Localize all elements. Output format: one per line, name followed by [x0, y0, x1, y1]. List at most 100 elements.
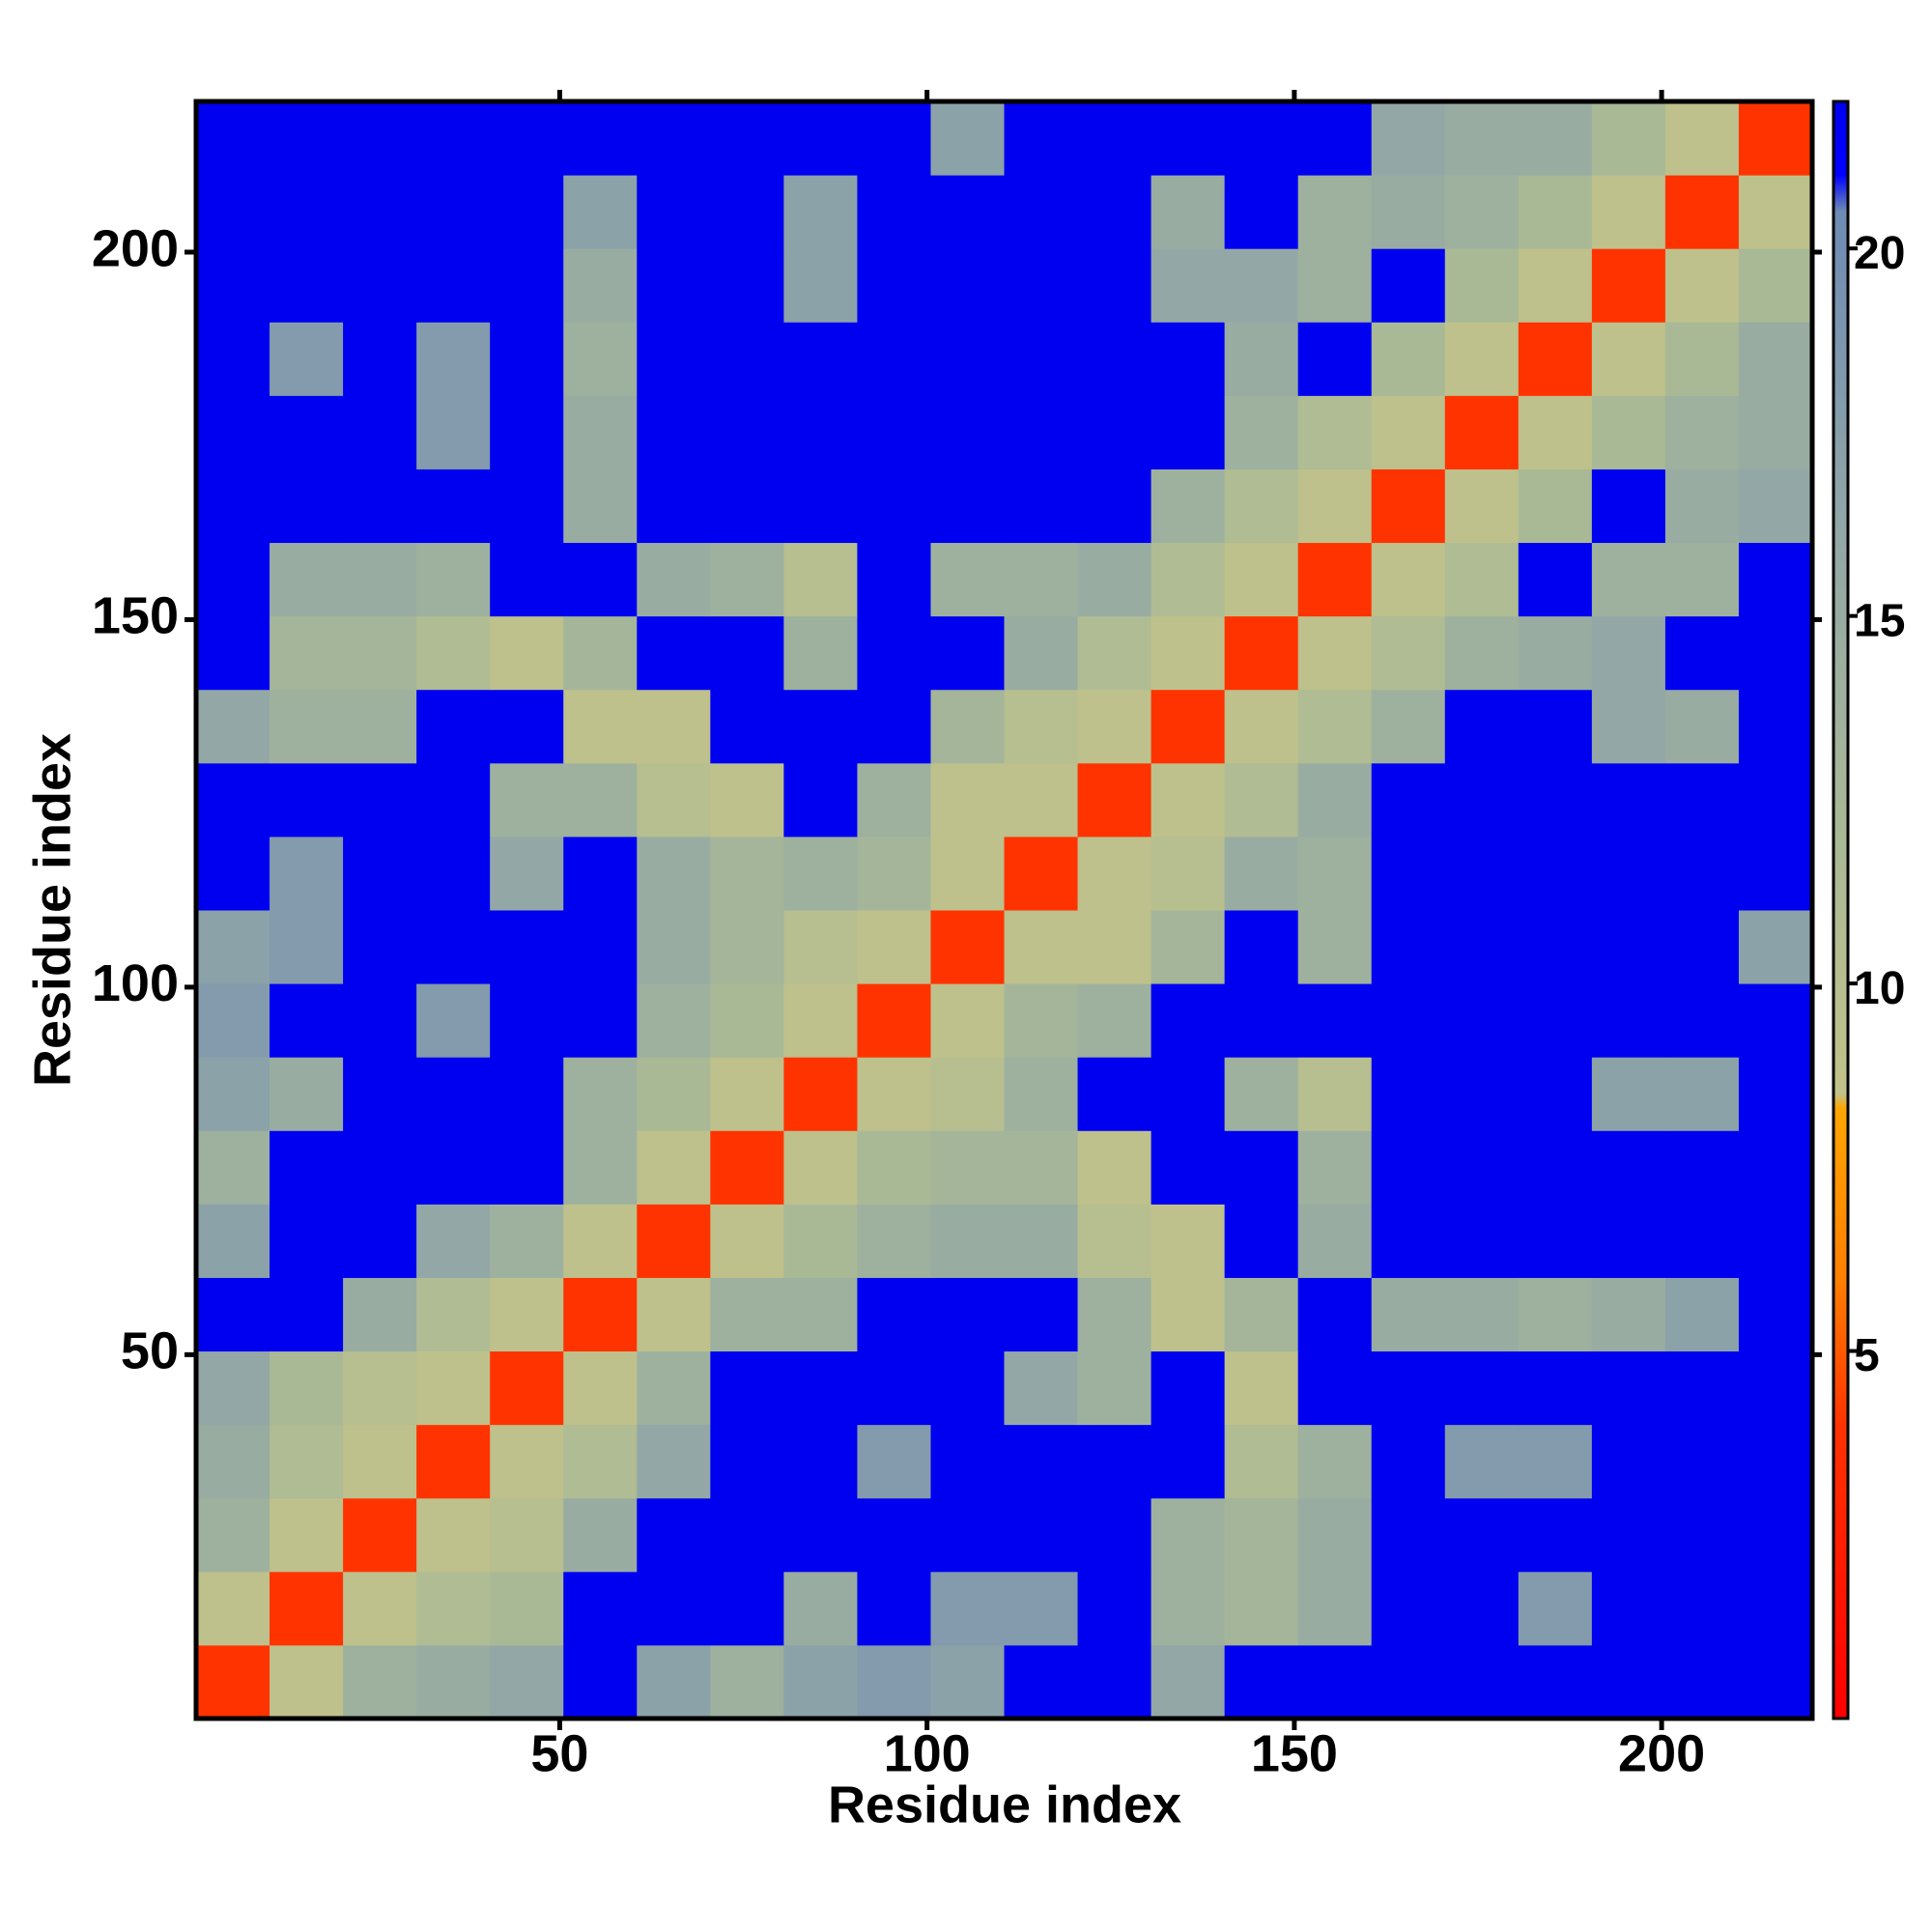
- heatmap-cell: [1224, 175, 1299, 249]
- heatmap-cell: [1738, 1130, 1813, 1205]
- heatmap-cell: [1004, 1277, 1079, 1352]
- heatmap-cell: [563, 1277, 638, 1352]
- heatmap-cell: [343, 1204, 417, 1278]
- heatmap-cell: [783, 469, 858, 544]
- heatmap-cell: [1738, 1424, 1813, 1499]
- heatmap-cell: [196, 395, 270, 469]
- heatmap-cell: [783, 1277, 858, 1352]
- heatmap-cell: [1297, 175, 1373, 249]
- heatmap-cell: [1077, 1424, 1152, 1499]
- heatmap-cell: [857, 615, 931, 691]
- heatmap-cell: [1444, 1644, 1520, 1719]
- heatmap-cell: [783, 1204, 858, 1278]
- heatmap-cell: [710, 910, 784, 984]
- heatmap-cell: [1664, 1350, 1740, 1426]
- heatmap-cell: [637, 395, 711, 469]
- heatmap-cell: [857, 1497, 931, 1573]
- heatmap-cell: [1077, 1204, 1152, 1278]
- heatmap-cell: [270, 101, 344, 176]
- heatmap-cell: [1077, 836, 1152, 911]
- heatmap-cell: [1591, 248, 1666, 323]
- heatmap-cell: [1591, 1571, 1666, 1646]
- heatmap-cell: [930, 910, 1005, 984]
- heatmap-cell: [1077, 615, 1152, 691]
- heatmap-cell: [416, 1644, 491, 1719]
- heatmap-cell: [930, 689, 1005, 764]
- heatmap-cell: [783, 1350, 858, 1426]
- heatmap-cell: [710, 983, 784, 1058]
- heatmap-cell: [1077, 469, 1152, 544]
- heatmap-cell: [637, 1424, 711, 1499]
- heatmap-cell: [1664, 542, 1740, 617]
- heatmap-cell: [1738, 1497, 1813, 1573]
- heatmap-cell: [1444, 1350, 1520, 1426]
- heatmap-cell: [1371, 542, 1446, 617]
- heatmap-cell: [783, 1571, 858, 1646]
- heatmap-cell: [1591, 1350, 1666, 1426]
- heatmap-cell: [857, 469, 931, 544]
- heatmap-cell: [1297, 1350, 1373, 1426]
- heatmap-cell: [343, 910, 417, 984]
- heatmap-cell: [1004, 395, 1079, 469]
- y-tick-label: 100: [92, 954, 179, 1012]
- heatmap-cell: [1004, 689, 1079, 764]
- x-tick-label: 150: [1251, 1724, 1338, 1782]
- heatmap-cell: [637, 248, 711, 323]
- heatmap-cell: [270, 1497, 344, 1573]
- heatmap-cell: [490, 1130, 564, 1205]
- heatmap-cell: [1077, 1497, 1152, 1573]
- heatmap-cell: [1371, 248, 1446, 323]
- heatmap-cell: [637, 101, 711, 176]
- heatmap-cell: [783, 395, 858, 469]
- heatmap-cell: [1224, 689, 1299, 764]
- heatmap-cell: [490, 1277, 564, 1352]
- heatmap-cell: [1518, 983, 1593, 1058]
- heatmap-cell: [1224, 395, 1299, 469]
- heatmap-cell: [1664, 101, 1740, 176]
- heatmap-cell: [857, 910, 931, 984]
- heatmap-cell: [1518, 1644, 1593, 1719]
- heatmap-cell: [1297, 1057, 1373, 1131]
- colorbar-tick-label: 15: [1854, 595, 1905, 646]
- heatmap-cell: [783, 1424, 858, 1499]
- x-tick-label: 50: [530, 1724, 588, 1782]
- heatmap-cell: [1738, 1644, 1813, 1719]
- heatmap-cell: [1738, 762, 1813, 838]
- heatmap-cell: [1738, 248, 1813, 323]
- heatmap-cell: [637, 1277, 711, 1352]
- heatmap-cell: [710, 615, 784, 691]
- heatmap-cell: [1444, 983, 1520, 1058]
- heatmap-cell: [1664, 983, 1740, 1058]
- heatmap-cell: [490, 248, 564, 323]
- heatmap-cell: [270, 322, 344, 396]
- heatmap-cell: [1297, 1130, 1373, 1205]
- heatmap-cell: [270, 615, 344, 691]
- heatmap-cell: [196, 1277, 270, 1352]
- heatmap-cell: [637, 983, 711, 1058]
- heatmap-cell: [563, 322, 638, 396]
- heatmap-cell: [857, 836, 931, 911]
- y-tick-label: 200: [92, 219, 179, 277]
- heatmap-cell: [1738, 175, 1813, 249]
- heatmap-cell: [637, 836, 711, 911]
- heatmap-cell: [637, 469, 711, 544]
- heatmap-cell: [1224, 248, 1299, 323]
- heatmap: [196, 101, 1813, 1719]
- heatmap-cell: [1591, 762, 1666, 838]
- heatmap-cell: [1518, 248, 1593, 323]
- heatmap-cell: [416, 542, 491, 617]
- heatmap-cell: [1004, 101, 1079, 176]
- heatmap-cell: [343, 1644, 417, 1719]
- heatmap-cell: [1297, 322, 1373, 396]
- heatmap-cell: [343, 689, 417, 764]
- heatmap-cell: [710, 1424, 784, 1499]
- heatmap-cell: [637, 1571, 711, 1646]
- heatmap-cell: [1371, 395, 1446, 469]
- heatmap-cell: [416, 689, 491, 764]
- heatmap-cell: [1004, 910, 1079, 984]
- heatmap-cell: [930, 1497, 1005, 1573]
- heatmap-cell: [1224, 542, 1299, 617]
- heatmap-cell: [490, 395, 564, 469]
- heatmap-cell: [1077, 762, 1152, 838]
